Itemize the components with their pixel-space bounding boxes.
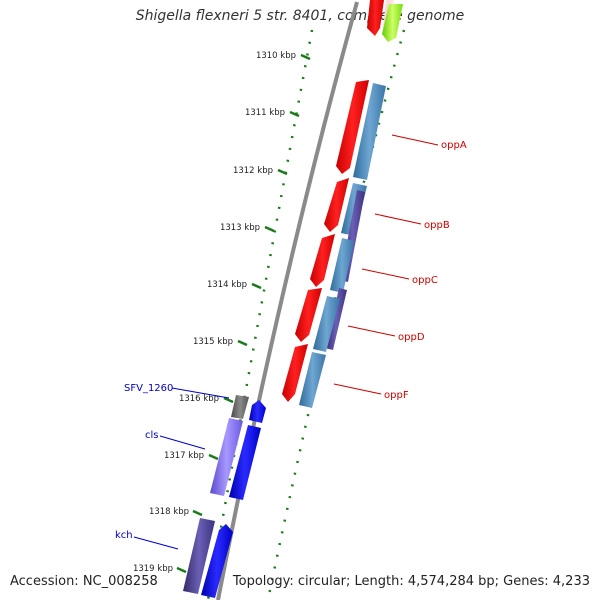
gene-arrow-red[interactable] bbox=[336, 80, 369, 174]
gene-arrow-red[interactable] bbox=[324, 178, 349, 232]
label-leader-line bbox=[391, 134, 439, 146]
gene-label-oppD[interactable]: oppD bbox=[398, 332, 425, 343]
gene-arrow-red[interactable] bbox=[282, 344, 308, 402]
label-leader-line bbox=[171, 387, 230, 399]
gene-arrow-top-lime[interactable] bbox=[382, 4, 403, 42]
label-leader-line bbox=[333, 383, 382, 395]
gene-arrow-red[interactable] bbox=[310, 234, 335, 287]
gene-arrow-red[interactable] bbox=[295, 288, 322, 342]
ruler-tick bbox=[264, 225, 275, 233]
gene-label-oppF[interactable]: oppF bbox=[384, 390, 409, 401]
ruler-tick-label: 1315 kbp bbox=[193, 337, 233, 347]
ruler-ticks bbox=[176, 53, 311, 574]
ruler-tick bbox=[251, 282, 262, 290]
gene-arrow-gray[interactable] bbox=[231, 395, 249, 419]
ruler-tick-label: 1319 kbp bbox=[133, 564, 173, 574]
gene-kch[interactable] bbox=[201, 524, 233, 598]
label-leader-line bbox=[159, 435, 206, 450]
gene-cls[interactable] bbox=[229, 425, 261, 500]
gene-arrow-blue[interactable] bbox=[249, 400, 266, 423]
ruler-tick bbox=[208, 453, 219, 461]
gene-SFV_1260[interactable] bbox=[210, 418, 243, 496]
ruler-tick bbox=[223, 396, 234, 404]
gene-labels-right: oppA oppB oppC oppD oppF bbox=[333, 134, 467, 401]
gene-label-oppA[interactable]: oppA bbox=[441, 140, 467, 151]
ruler-tick-label: 1314 kbp bbox=[207, 280, 247, 290]
ruler-tick-label: 1318 kbp bbox=[149, 507, 189, 517]
gene-labels-left: SFV_1260 cls kch bbox=[115, 383, 230, 550]
ruler-tick bbox=[277, 168, 288, 176]
label-leader-line bbox=[347, 325, 396, 337]
ruler-tick-label: 1312 kbp bbox=[233, 166, 273, 176]
genome-backbone bbox=[216, 1, 359, 600]
ruler-tick bbox=[192, 509, 203, 517]
gene-label-oppB[interactable]: oppB bbox=[424, 220, 450, 231]
ruler-tick-label: 1313 kbp bbox=[220, 223, 260, 233]
gene-arrow-top-red[interactable] bbox=[367, 0, 384, 36]
gene-oppC[interactable] bbox=[330, 238, 354, 293]
ruler-tick-label: 1310 kbp bbox=[256, 51, 296, 61]
ruler-tick-label: 1311 kbp bbox=[245, 108, 285, 118]
gene-oppD[interactable] bbox=[313, 296, 340, 352]
ruler-tick bbox=[237, 339, 248, 347]
label-leader-line bbox=[361, 268, 410, 280]
ruler-tick-label: 1316 kbp bbox=[179, 394, 219, 404]
ruler-tick-label: 1317 kbp bbox=[164, 451, 204, 461]
ruler-tick bbox=[300, 53, 311, 61]
gene-label-SFV_1260[interactable]: SFV_1260 bbox=[124, 383, 173, 394]
gene-label-oppC[interactable]: oppC bbox=[412, 275, 438, 286]
gene-label-cls[interactable]: cls bbox=[145, 430, 159, 441]
label-leader-line bbox=[374, 213, 422, 225]
topology-text: Topology: circular; Length: 4,574,284 bp… bbox=[232, 574, 590, 589]
gene-oppF[interactable] bbox=[299, 352, 326, 408]
gene-label-kch[interactable]: kch bbox=[115, 530, 133, 541]
ruler-tick bbox=[289, 110, 300, 118]
ruler-tick bbox=[176, 566, 187, 574]
gene-arrow-purple[interactable] bbox=[183, 518, 215, 594]
label-leader-line bbox=[133, 536, 179, 550]
accession-text: Accession: NC_008258 bbox=[10, 574, 158, 589]
gene-oppA[interactable] bbox=[353, 83, 386, 180]
